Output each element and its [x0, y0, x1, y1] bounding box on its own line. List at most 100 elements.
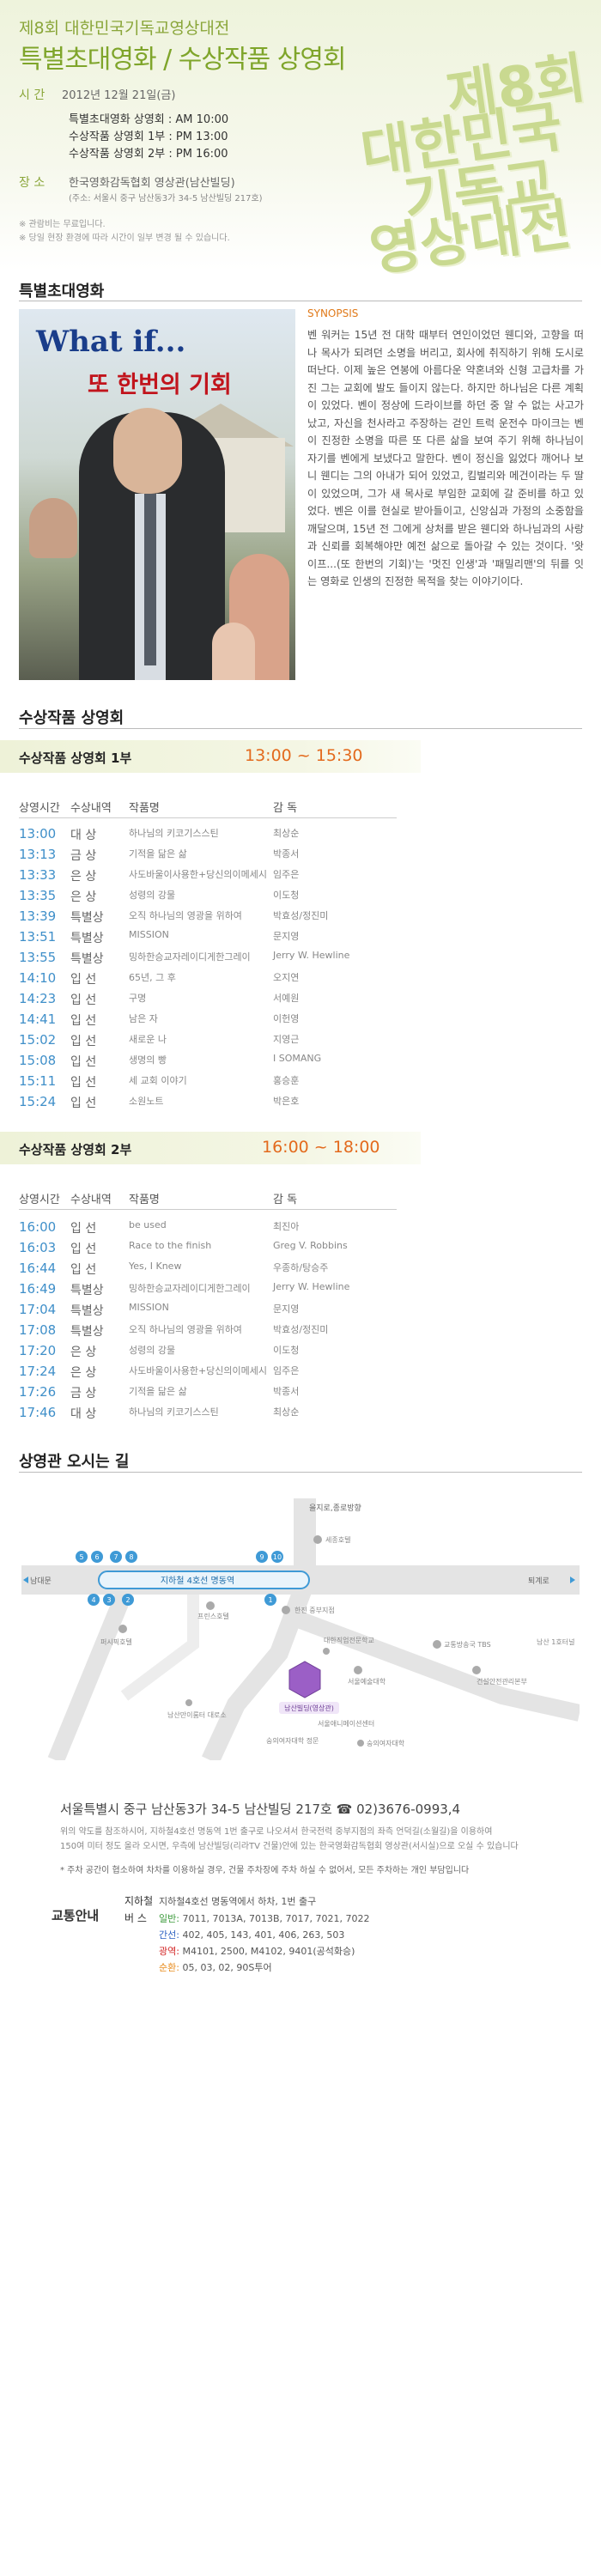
direction-desc-1: 위의 약도를 참조하시어, 지하철4호선 명동역 1번 출구로 나오셔서 한국전… [60, 1827, 493, 1837]
landmark-marker [185, 1699, 192, 1706]
poster-face [113, 408, 182, 494]
event-subtitle: 제8회 대한민국기독교영상대전 [19, 19, 230, 38]
col-time: 상영시간 [19, 1194, 60, 1206]
poster-figure-girl [212, 623, 255, 680]
map-label-namsan-school: 남산만이룸터 대로소 [167, 1710, 227, 1719]
row-title: Race to the finish [129, 1240, 212, 1251]
row-time: 16:03 [19, 1240, 57, 1255]
row-title: 사도바울이사용한+당신의이메세시 [129, 869, 268, 880]
row-time: 14:23 [19, 991, 57, 1006]
table-row: 15:02 입 선 새로운 나 지영근 [0, 1032, 601, 1051]
row-award: 입 선 [70, 1055, 97, 1069]
col-title: 작품명 [129, 1194, 160, 1206]
table-divider [19, 817, 397, 818]
arrow-west-icon [23, 1577, 28, 1583]
table-row: 13:55 특별상 밍하한승교자레이디게한그레이 Jerry W. Hewline [0, 950, 601, 969]
map-label-hq: 건설안전관리본부 [477, 1677, 527, 1686]
col-director: 감 독 [273, 1194, 298, 1206]
station-exit-marker [122, 1594, 134, 1606]
col-director: 감 독 [273, 802, 298, 815]
row-time: 13:51 [19, 929, 57, 945]
bus-numbers: 05, 03, 02, 90S투어 [182, 1962, 272, 1973]
row-director: 문지영 [273, 1303, 300, 1315]
row-title: 기적을 닮은 삶 [129, 848, 187, 860]
col-award: 수상내역 [70, 802, 112, 815]
row-director: 서예원 [273, 993, 300, 1004]
bus-type: 일반: [159, 1913, 183, 1924]
note-free: ※ 관람비는 무료입니다. [19, 220, 106, 229]
map-label-tbs: 교통방송국 TBS [444, 1640, 491, 1649]
landmark-marker [118, 1625, 127, 1633]
transport-label: 교통안내 [52, 1908, 100, 1923]
station-exit-number: 1 [268, 1596, 272, 1604]
row-title: 성령의 강물 [129, 890, 176, 901]
row-title: 남은 자 [129, 1013, 158, 1024]
row-award: 은 상 [70, 890, 97, 904]
row-title: MISSION [129, 1302, 169, 1313]
row-time: 15:02 [19, 1032, 57, 1048]
schedule-item: 특별초대영화 상영회 : AM 10:00 [69, 113, 229, 126]
station-exit-number: 10 [273, 1553, 282, 1561]
row-title: Yes, I Knew [129, 1261, 182, 1272]
venue-address: 서울특별시 중구 남산동3가 34-5 남산빌딩 217호 ☎ 02)3676-… [60, 1801, 461, 1817]
schedule-item: 수상작품 상영회 2부 : PM 16:00 [69, 148, 228, 161]
row-director: Jerry W. Hewline [273, 950, 350, 961]
station-exit-marker [88, 1594, 100, 1606]
place-label: 장 소 [19, 176, 46, 190]
row-title: 밍하한승교자레이디게한그레이 [129, 1283, 251, 1294]
poster-figure-elder [29, 498, 77, 558]
target-building-icon [288, 1661, 321, 1698]
table-row: 13:13 금 상 기적을 닮은 삶 박종서 [0, 847, 601, 866]
landmark-marker [282, 1606, 290, 1614]
table-row: 14:23 입 선 구명 서예원 [0, 991, 601, 1010]
station-exit-marker [110, 1551, 122, 1563]
row-director: 우종하/탕승주 [273, 1262, 329, 1273]
poster-tie [144, 494, 156, 665]
session2-time: 16:00 ~ 18:00 [262, 1138, 380, 1157]
special-heading: 특별초대영화 [19, 283, 105, 301]
row-time: 16:00 [19, 1219, 57, 1235]
bus-row: 광역: M4101, 2500, M4102, 9401(공석화승) [159, 1944, 355, 1958]
station-exit-marker [264, 1594, 276, 1606]
row-time: 15:08 [19, 1053, 57, 1068]
header: 제8회 대한민국기독교영상대전 특별초대영화 / 수상작품 상영회 제8회 대한… [0, 0, 601, 284]
map-label-pacific: 퍼시픽호텔 [100, 1637, 132, 1646]
row-time: 13:39 [19, 908, 57, 924]
row-director: 박효성/정진미 [273, 910, 329, 921]
west-road [47, 1589, 133, 1760]
row-director: Greg V. Robbins [273, 1240, 348, 1251]
row-time: 17:26 [19, 1384, 57, 1400]
poster-title-en: What if... [36, 325, 186, 359]
row-time: 14:10 [19, 970, 57, 986]
row-award: 입 선 [70, 1076, 97, 1090]
table-divider [19, 1209, 397, 1210]
target-label-box [279, 1702, 339, 1714]
row-director: 최상순 [273, 1406, 300, 1418]
parking-note: * 주차 공간이 협소하여 차차를 이용하실 경우, 건물 주차장에 주차 하실… [60, 1866, 470, 1875]
row-director: 이헌영 [273, 1013, 300, 1024]
bus-row: 일반: 7011, 7013A, 7013B, 7017, 7021, 7022 [159, 1911, 369, 1925]
row-award: 대 상 [70, 1407, 97, 1421]
row-director: 박효성/정진미 [273, 1324, 329, 1335]
row-award: 특별상 [70, 1325, 104, 1339]
map-label-hanjin: 한진 중부지점 [294, 1606, 335, 1614]
map-label-soongui: 숭의여자대학 [367, 1739, 405, 1747]
schedule-item: 수상작품 상영회 1부 : PM 13:00 [69, 131, 228, 143]
row-time: 17:46 [19, 1405, 57, 1420]
station-exit-marker [125, 1551, 137, 1563]
row-award: 특별상 [70, 911, 104, 925]
bus-type: 광역: [159, 1946, 183, 1957]
landmark-marker [206, 1601, 215, 1610]
row-award: 입 선 [70, 993, 97, 1007]
table-row: 17:46 대 상 하나님의 키코기스스틴 최상순 [0, 1405, 601, 1424]
row-award: 입 선 [70, 1222, 97, 1236]
row-award: 특별상 [70, 1304, 104, 1318]
row-time: 13:33 [19, 867, 57, 883]
page-title: 특별초대영화 / 수상작품 상영회 [19, 45, 347, 75]
row-award: 입 선 [70, 1097, 97, 1110]
row-director: 이도청 [273, 1345, 300, 1356]
row-director: 홍승훈 [273, 1075, 300, 1086]
date-value: 2012년 12월 21일(금) [62, 89, 176, 102]
note-change: ※ 당일 현장 환경에 따라 시간이 일부 변경 될 수 있습니다. [19, 234, 230, 243]
row-title: 하나님의 키코기스스틴 [129, 1406, 219, 1418]
